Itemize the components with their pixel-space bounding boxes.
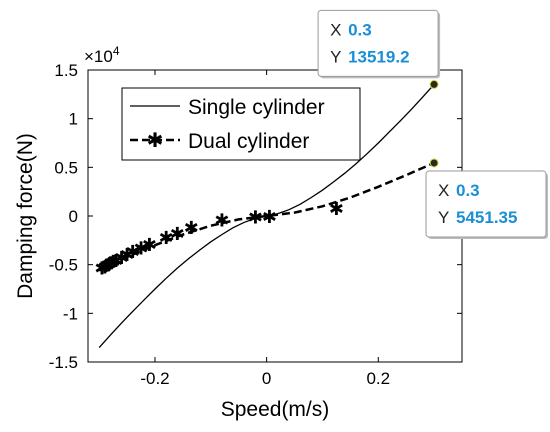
datatip-x-value: 0.3 (456, 181, 480, 200)
series-line-single-cylinder (98, 83, 435, 349)
datatip[interactable]: X 0.3 Y 5451.35 (425, 170, 548, 239)
series-line-dual-cylinder (98, 161, 435, 271)
dual-cylinder-star-marker: ✱ (133, 239, 148, 260)
legend-label-single-cylinder: Single cylinder (188, 96, 325, 119)
legend-marker-star: ✱ (147, 128, 164, 152)
dual-cylinder-star-marker: ✱ (97, 258, 112, 279)
datatip-x-key: X (330, 20, 341, 39)
y-tick-label: -1 (63, 304, 78, 323)
dual-cylinder-star-marker: ✱ (214, 211, 229, 232)
datatip[interactable]: X 0.3 Y 13519.2 (317, 9, 441, 79)
dual-cylinder-star-marker: ✱ (103, 254, 118, 275)
dual-cylinder-star-marker: ✱ (120, 245, 135, 266)
dual-cylinder-star-marker: ✱ (106, 252, 121, 273)
datatip-x-key: X (438, 181, 449, 200)
y-tick-label: 0.5 (54, 158, 78, 177)
x-axis-title: Speed(m/s) (221, 398, 330, 421)
legend: Single cylinder ✱ Dual cylinder (121, 87, 361, 161)
datatip-point[interactable] (429, 79, 439, 89)
y-axis-title: Damping force(N) (14, 133, 37, 299)
y-tick-label: 1 (69, 110, 78, 129)
datatip-point[interactable] (429, 158, 439, 168)
datatip-box (317, 9, 439, 77)
dual-cylinder-star-marker: ✱ (100, 256, 115, 277)
dual-cylinder-star-marker: ✱ (329, 199, 344, 220)
dual-cylinder-star-marker: ✱ (114, 248, 129, 269)
x-tick-label: 0.2 (366, 369, 390, 388)
dual-cylinder-star-marker: ✱ (262, 207, 277, 228)
dual-cylinder-star-marker: ✱ (159, 228, 174, 249)
datatip-x-value: 0.3 (348, 20, 372, 39)
dual-cylinder-star-marker: ✱ (108, 251, 123, 272)
datatip-y-key: Y (438, 208, 449, 227)
dual-cylinder-star-marker: ✱ (248, 208, 263, 229)
x-tick-label: -0.2 (140, 369, 169, 388)
dual-cylinder-star-marker: ✱ (142, 235, 157, 256)
y-exponent-label: ×104 (84, 44, 120, 66)
dual-cylinder-star-marker: ✱ (125, 242, 140, 263)
datatip-y-key: Y (330, 47, 341, 66)
legend-box (121, 87, 361, 161)
dual-cylinder-star-marker: ✱ (170, 224, 185, 245)
y-tick-label: 1.5 (54, 61, 78, 80)
dual-cylinder-star-marker: ✱ (184, 218, 199, 239)
legend-label-dual-cylinder: Dual cylinder (188, 130, 309, 153)
y-tick-label: -0.5 (49, 256, 78, 275)
dual-cylinder-star-marker: ✱ (94, 259, 109, 280)
datatip-box (425, 170, 547, 238)
y-tick-label: -1.5 (49, 353, 78, 372)
x-tick-label: 0 (262, 369, 271, 388)
y-tick-label: 0 (69, 207, 78, 226)
datatip-y-value: 13519.2 (348, 47, 409, 66)
datatip-y-value: 5451.35 (456, 208, 517, 227)
